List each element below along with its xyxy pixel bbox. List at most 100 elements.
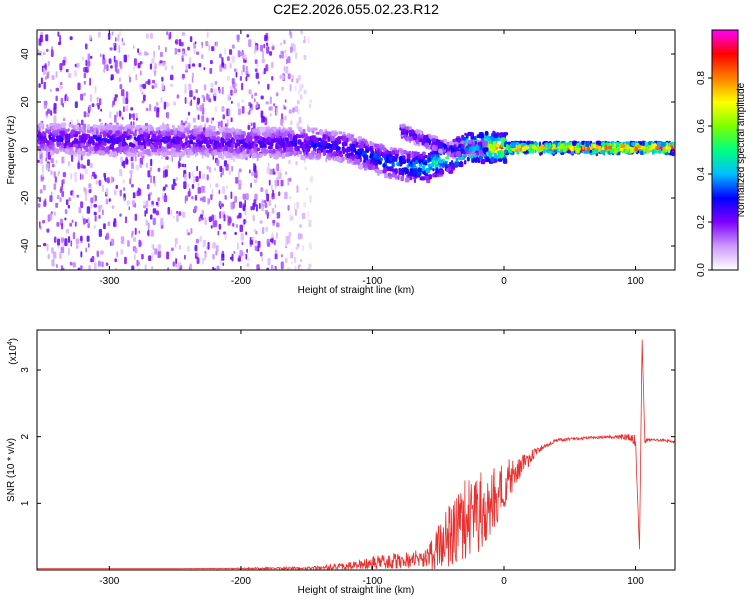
heatmap-cell <box>89 34 92 41</box>
heatmap-cell <box>400 149 404 155</box>
heatmap-cell <box>297 139 302 143</box>
heatmap-cell <box>270 184 273 191</box>
heatmap-cell <box>68 73 72 78</box>
heatmap-cell <box>134 247 138 254</box>
heatmap-cell <box>348 136 354 142</box>
heatmap-cell <box>148 126 151 132</box>
heatmap-cell <box>60 130 65 137</box>
heatmap-cell <box>74 148 78 153</box>
heatmap-cell <box>181 163 185 168</box>
heatmap-cell <box>74 124 80 130</box>
heatmap-cell <box>343 141 348 146</box>
heatmap-cell <box>231 100 233 104</box>
heatmap-cell <box>39 34 43 43</box>
heatmap-cell <box>138 52 142 56</box>
heatmap-cell <box>73 143 78 148</box>
heatmap-cell <box>351 143 356 149</box>
heatmap-cell <box>86 142 89 146</box>
heatmap-cell <box>205 40 209 47</box>
heatmap-cell <box>494 141 497 146</box>
heatmap-cell <box>244 199 246 208</box>
heatmap-cell <box>67 161 71 167</box>
heatmap-cell <box>268 200 272 207</box>
heatmap-cell <box>43 243 47 247</box>
heatmap-cell <box>61 222 64 230</box>
heatmap-cell <box>99 128 104 132</box>
heatmap-cell <box>286 146 290 152</box>
heatmap-cell <box>96 96 99 103</box>
heatmap-cell <box>80 126 84 131</box>
heatmap-cell <box>219 206 222 210</box>
heatmap-cell <box>263 138 266 142</box>
heatmap-cell <box>193 148 196 152</box>
heatmap-cell <box>44 100 48 106</box>
heatmap-cell <box>154 180 156 187</box>
heatmap-cell <box>227 93 231 102</box>
heatmap-cell <box>102 184 104 192</box>
heatmap-cell <box>268 149 273 154</box>
heatmap-cell <box>132 113 135 121</box>
heatmap-cell <box>229 49 233 55</box>
heatmap-cell <box>595 140 600 145</box>
heatmap-cell <box>77 267 81 270</box>
heatmap-cell <box>133 253 136 261</box>
heatmap-cell <box>148 222 150 230</box>
heatmap-cell <box>268 129 273 134</box>
heatmap-cell <box>258 126 263 133</box>
heatmap-cell <box>430 163 435 168</box>
heatmap-cell <box>398 156 403 161</box>
heatmap-cell <box>302 40 306 44</box>
heatmap-cell <box>294 256 297 264</box>
heatmap-cell <box>55 95 58 102</box>
heatmap-cell <box>464 132 467 136</box>
heatmap-cell <box>208 167 212 173</box>
heatmap-cell <box>220 120 223 128</box>
spectrogram-xtick-label: 0 <box>501 276 507 287</box>
heatmap-cell <box>510 142 516 149</box>
spectrogram-xtick-label: -200 <box>231 276 251 287</box>
heatmap-cell <box>427 152 432 157</box>
heatmap-cell <box>117 126 122 131</box>
heatmap-cell <box>206 165 209 170</box>
heatmap-cell <box>184 254 186 260</box>
heatmap-cell <box>38 150 43 155</box>
heatmap-cell <box>118 110 122 117</box>
heatmap-cell <box>65 68 69 73</box>
heatmap-cell <box>656 141 661 148</box>
heatmap-cell <box>191 63 196 67</box>
heatmap-cell <box>124 97 129 104</box>
heatmap-cell <box>181 32 186 36</box>
heatmap-cell <box>88 104 92 112</box>
heatmap-cell <box>422 170 425 175</box>
heatmap-cell <box>105 198 109 205</box>
heatmap-cell <box>262 116 266 122</box>
heatmap-cell <box>309 99 313 104</box>
heatmap-cell <box>326 153 329 159</box>
heatmap-cell <box>400 175 404 182</box>
heatmap-cell <box>545 144 548 150</box>
heatmap-cell <box>203 67 206 71</box>
heatmap-cell <box>651 143 654 149</box>
heatmap-cell <box>188 83 192 90</box>
heatmap-cell <box>342 136 347 142</box>
heatmap-cell <box>288 231 292 237</box>
heatmap-cell <box>365 140 368 144</box>
heatmap-cell <box>494 159 498 163</box>
heatmap-cell <box>389 147 394 151</box>
heatmap-cell <box>458 144 461 149</box>
heatmap-cell <box>106 177 110 184</box>
heatmap-cell <box>302 128 306 135</box>
heatmap-cell <box>240 232 244 241</box>
heatmap-cell <box>47 140 50 146</box>
heatmap-cell <box>267 83 270 90</box>
heatmap-cell <box>138 230 141 234</box>
heatmap-cell <box>132 199 135 206</box>
heatmap-cell <box>94 215 97 222</box>
heatmap-cell <box>156 101 159 107</box>
heatmap-cell <box>593 148 599 153</box>
heatmap-cell <box>64 217 67 221</box>
heatmap-cell <box>184 173 188 181</box>
heatmap-cell <box>153 106 157 112</box>
heatmap-cell <box>233 251 236 254</box>
heatmap-cell <box>272 265 276 270</box>
